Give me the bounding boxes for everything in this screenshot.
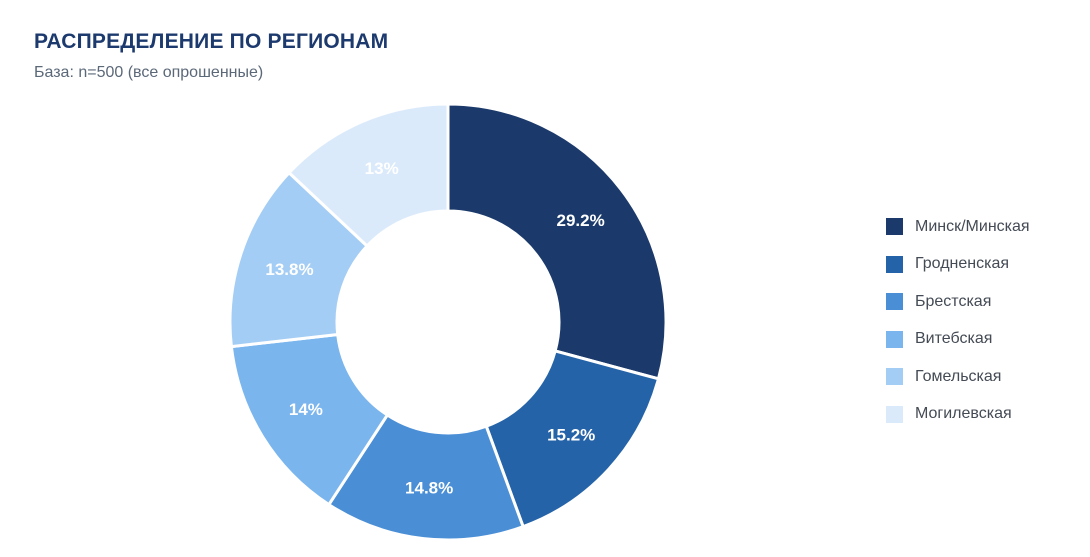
donut-slice-3 [326,412,526,542]
legend-item-6: Могилевская [886,405,1030,424]
legend-swatch [886,255,903,273]
legend-label: Минск/Минская [915,217,1030,235]
legend-swatch [886,218,903,235]
legend-swatch [886,330,903,348]
slice-value-label-3: 14.8% [405,478,453,497]
chart-legend: Минск/Минская Гродненская Брестская Витебск… [886,217,1030,424]
legend-item-4: Витебская [886,330,1030,349]
slice-value-label-2: 15.2% [547,425,595,444]
donut-slice-5 [228,170,370,349]
legend-label: Гродненская [915,255,1010,272]
legend-label: Витебская [915,330,993,347]
donut-slice-6 [286,102,450,249]
slice-value-label-6: 13% [365,159,399,178]
legend-swatch [886,405,903,423]
chart-subtitle: База: n=500 (все опрошенные) [34,64,264,81]
slice-value-label-4: 14% [289,400,323,419]
legend-label: Гомельская [915,367,1002,385]
legend-item-5: Гомельская [886,367,1030,386]
legend-label: Могилевская [915,405,1012,422]
legend-label: Брестская [915,292,992,310]
legend-swatch [886,368,903,385]
legend-item-3: Брестская [886,292,1030,311]
chart-title: РАСПРЕДЕЛЕНИЕ ПО РЕГИОНАМ [34,30,389,53]
legend-swatch [886,293,903,310]
donut-slice-1 [446,102,668,381]
legend-item-2: Гродненская [886,255,1030,274]
legend-item-1: Минск/Минская [886,217,1030,236]
slice-value-label-1: 29.2% [556,211,604,230]
slice-value-label-5: 13.8% [265,260,313,279]
